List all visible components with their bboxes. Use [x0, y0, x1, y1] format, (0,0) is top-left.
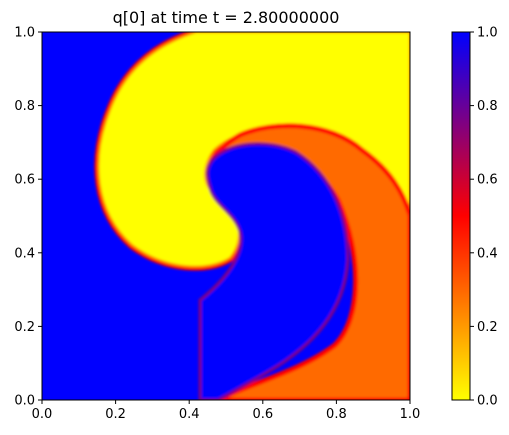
y-tick-label: 0.2	[14, 320, 35, 335]
plot-frame	[41, 31, 411, 401]
x-tick-label: 0.6	[252, 407, 273, 422]
chart-title: q[0] at time t = 2.80000000	[113, 8, 340, 27]
colorbar-tick-label: 1.0	[477, 26, 498, 41]
x-tick-label: 1.0	[400, 407, 421, 422]
colorbar-axis: 0.0 0.2 0.4 0.6 0.8 1.0	[470, 26, 498, 409]
colorbar-tick-label: 0.8	[477, 99, 498, 114]
region-blue-core	[198, 142, 350, 400]
x-tick-label: 0.4	[179, 407, 200, 422]
colorbar-tick-label: 0.4	[477, 246, 498, 261]
colorbar-tick-label: 0.0	[477, 394, 498, 409]
x-axis: 0.0 0.2 0.4 0.6 0.8 1.0	[32, 400, 421, 422]
x-tick-label: 0.2	[105, 407, 126, 422]
y-axis: 0.0 0.2 0.4 0.6 0.8 1.0	[14, 26, 42, 409]
y-tick-label: 0.0	[14, 394, 35, 409]
x-tick-label: 0.8	[326, 407, 347, 422]
colorbar-tick-label: 0.6	[477, 173, 498, 188]
heatmap	[42, 32, 410, 400]
colorbar	[451, 31, 471, 401]
y-tick-label: 0.4	[14, 246, 35, 261]
x-tick-label: 0.0	[32, 407, 53, 422]
y-tick-label: 0.6	[14, 173, 35, 188]
y-tick-label: 0.8	[14, 99, 35, 114]
y-tick-label: 1.0	[14, 26, 35, 41]
colorbar-tick-label: 0.2	[477, 320, 498, 335]
